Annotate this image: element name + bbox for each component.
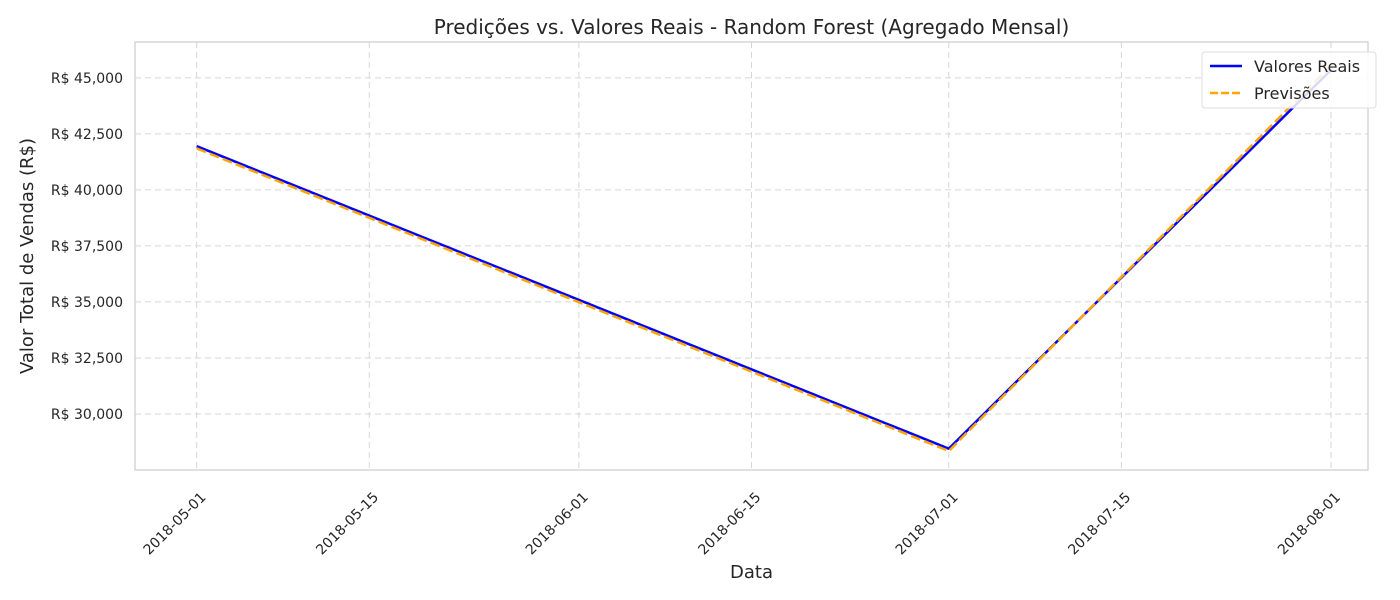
x-tick-label: 2018-07-01 (893, 490, 962, 559)
series-line-valores-reais (196, 69, 1332, 450)
x-tick-label: 2018-06-15 (695, 490, 764, 559)
series-layer (196, 64, 1332, 453)
legend: Valores Reais Previsões (1201, 51, 1377, 109)
legend-box (1201, 51, 1377, 109)
grid (135, 42, 1368, 470)
y-tick-label: R$ 40,000 (51, 183, 123, 199)
y-tick-label: R$ 45,000 (51, 71, 123, 87)
plot-frame (134, 41, 1369, 471)
x-axis-title: Data (730, 562, 773, 583)
legend-label-valores-reais: Valores Reais (1254, 57, 1360, 76)
x-tick-label: 2018-07-15 (1065, 490, 1134, 559)
x-tick-label: 2018-05-15 (313, 490, 382, 559)
y-tick-label: R$ 37,500 (51, 239, 123, 255)
x-tick-label: 2018-08-01 (1275, 490, 1344, 559)
x-axis-ticks: 2018-05-01 2018-05-15 2018-06-01 2018-06-15… (141, 490, 1344, 559)
y-tick-label: R$ 30,000 (51, 407, 123, 423)
y-axis-ticks: R$ 30,000 R$ 32,500 R$ 35,000 R$ 37,500 R$ 4… (51, 71, 123, 423)
y-tick-label: R$ 35,000 (51, 295, 123, 311)
legend-label-previsoes: Previsões (1254, 84, 1330, 103)
x-tick-label: 2018-05-01 (141, 490, 210, 559)
y-axis-title: Valor Total de Vendas (R$) (17, 138, 38, 374)
chart-title: Predições vs. Valores Reais - Random For… (434, 15, 1070, 39)
y-tick-label: R$ 32,500 (51, 351, 123, 367)
x-tick-label: 2018-06-01 (523, 490, 592, 559)
y-tick-label: R$ 42,500 (51, 127, 123, 143)
series-line-previsoes (196, 64, 1332, 453)
